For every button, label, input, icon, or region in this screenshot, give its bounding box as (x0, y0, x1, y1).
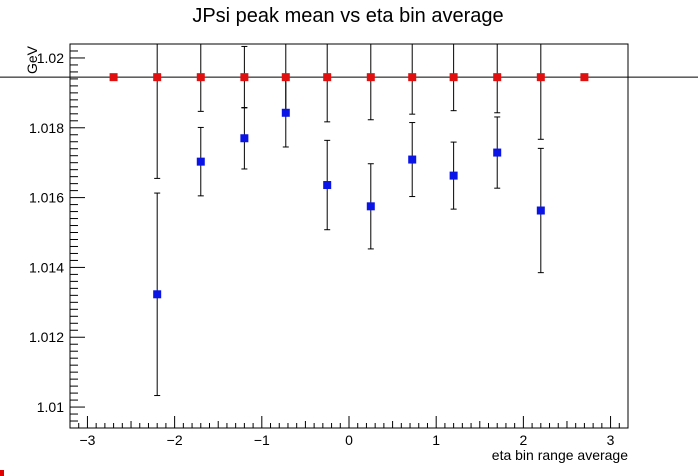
corner-marker (0, 470, 4, 476)
y-tick-label: 1.02 (37, 50, 64, 66)
data-point-blue (366, 202, 375, 211)
data-point-red (408, 73, 417, 82)
data-point-blue (493, 148, 502, 157)
x-tick-label: 1 (432, 432, 440, 448)
data-point-blue (240, 134, 249, 143)
error-bars (154, 44, 544, 397)
y-tick-label: 1.014 (29, 259, 64, 275)
y-tick-label: 1.018 (29, 120, 64, 136)
data-point-red (366, 73, 375, 82)
data-point-red (109, 73, 118, 82)
x-tick-label: −2 (167, 432, 183, 448)
markers (109, 73, 589, 299)
data-point-red (323, 73, 332, 82)
axes: −3 −2 −1 0 1 2 3 1.01 1.012 1.014 1.016 1.018 1.02 (0, 43, 698, 448)
x-tick-label: 2 (519, 432, 527, 448)
x-tick-label: 0 (345, 432, 353, 448)
data-point-red (240, 73, 249, 82)
plot-frame (69, 43, 629, 429)
y-tick-label: 1.016 (29, 190, 64, 206)
data-point-red (281, 73, 290, 82)
data-point-blue (281, 108, 290, 117)
chart-title: JPsi peak mean vs eta bin average (192, 5, 503, 27)
data-point-blue (408, 155, 417, 164)
y-tick-label: 1.012 (29, 329, 64, 345)
data-point-blue (449, 171, 458, 180)
y-axis-label: GeV (24, 45, 40, 74)
x-tick-label: −1 (254, 432, 270, 448)
data-point-blue (323, 181, 332, 190)
x-tick-label: −3 (79, 432, 95, 448)
data-point-red (536, 73, 545, 82)
data-point-blue (196, 157, 205, 166)
data-point-red (196, 73, 205, 82)
data-point-red (449, 73, 458, 82)
x-tick-label: 3 (607, 432, 615, 448)
data-point-red (493, 73, 502, 82)
x-axis-label: eta bin range average (492, 447, 628, 463)
y-tick-label: 1.01 (37, 399, 64, 415)
data-point-red (580, 73, 589, 82)
data-point-blue (153, 290, 162, 299)
data-point-blue (536, 206, 545, 215)
data-point-red (153, 73, 162, 82)
